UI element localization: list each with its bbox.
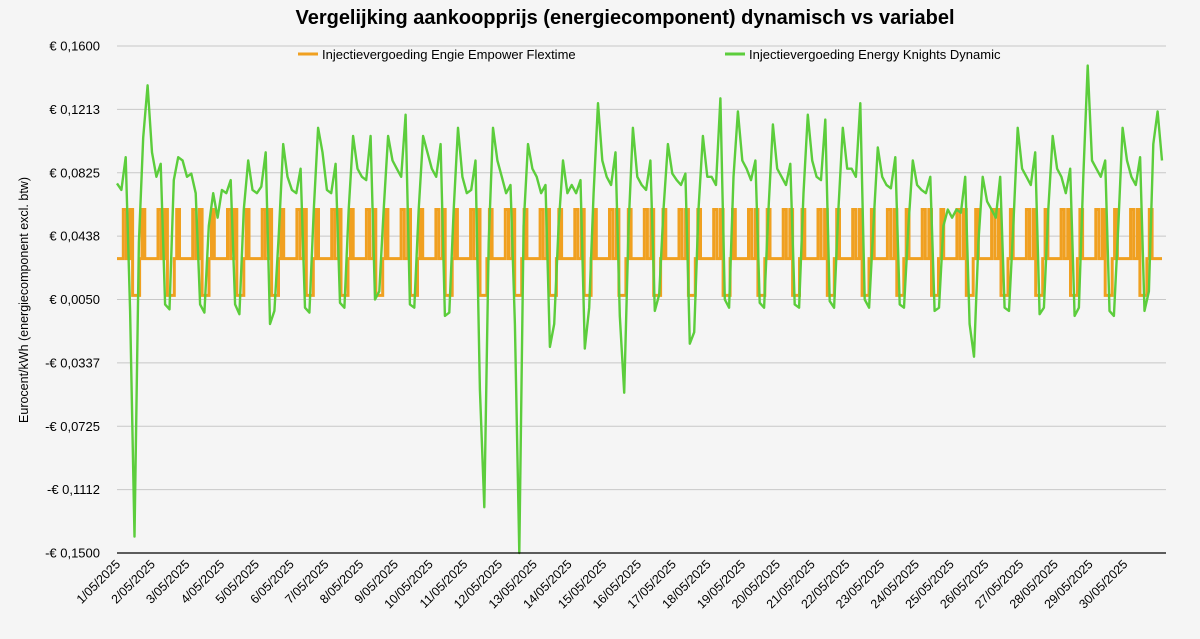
y-tick-label: € 0,1600: [49, 39, 100, 54]
legend-label-energy-knights: Injectievergoeding Energy Knights Dynami…: [749, 47, 1001, 62]
series-lines: [116, 64, 1164, 555]
y-tick-label: € 0,0438: [49, 229, 100, 244]
legend-label-engie: Injectievergoeding Engie Empower Flextim…: [322, 47, 576, 62]
y-tick-label: -€ 0,0725: [45, 419, 100, 434]
series-line-engie: [117, 208, 1162, 297]
grid-lines: [117, 45, 1166, 491]
series-line-energy-knights: [116, 64, 1164, 555]
y-tick-label: -€ 0,1500: [45, 546, 100, 561]
x-axis-ticks: 1/05/20252/05/20253/05/20254/05/20255/05…: [74, 557, 1131, 611]
y-tick-label: € 0,0050: [49, 292, 100, 307]
y-axis-label: Eurocent/kWh (energiecomponent excl. btw…: [17, 177, 31, 423]
legend: Injectievergoeding Engie Empower Flextim…: [298, 47, 1001, 62]
y-axis-ticks: € 0,1600 € 0,1213 € 0,0825 € 0,0438 € 0,0050…: [45, 39, 100, 561]
y-tick-label: -€ 0,1112: [47, 482, 100, 497]
y-tick-label: -€ 0,0337: [45, 355, 100, 370]
chart-title: Vergelijking aankoopprijs (energiecompon…: [295, 7, 954, 29]
y-tick-label: € 0,1213: [49, 102, 100, 117]
y-tick-label: € 0,0825: [49, 165, 100, 180]
